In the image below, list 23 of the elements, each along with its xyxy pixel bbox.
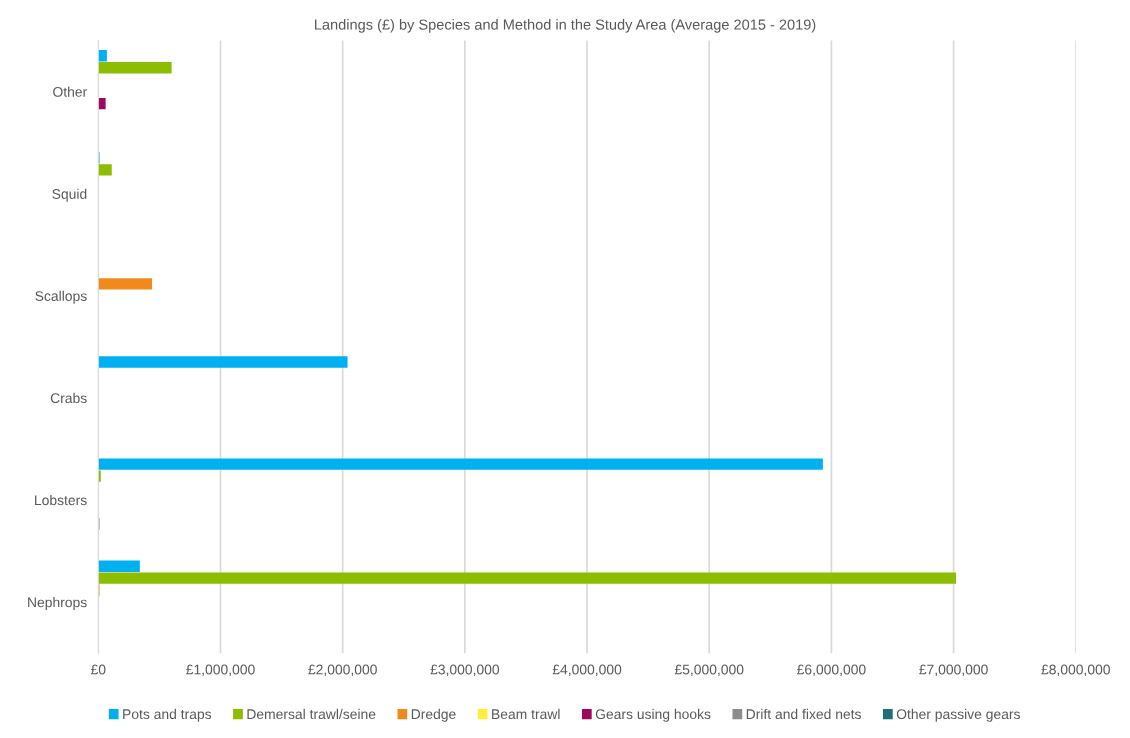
x-tick-label: £4,000,000	[552, 664, 622, 677]
x-tick-label: £1,000,000	[186, 664, 255, 677]
y-tick-label: Crabs	[50, 392, 87, 404]
y-tick-label: Other	[53, 86, 87, 97]
legend-label: Beam trawl	[492, 708, 560, 720]
y-tick-label: Squid	[52, 188, 87, 202]
y-tick-label: Scallops	[35, 290, 87, 304]
x-tick-label: £8,000,000	[1041, 664, 1110, 677]
legend-label: Gears using hooks	[595, 708, 711, 722]
legend-label: Dredge	[411, 708, 456, 722]
legend-label: Demersal trawl/seine	[247, 708, 376, 720]
legend-label: Other passive gears	[896, 708, 1020, 722]
legend-label: Pots and traps	[123, 708, 212, 722]
x-tick-label: £7,000,000	[919, 664, 988, 677]
y-tick-label: Nephrops	[28, 597, 87, 610]
legend-label: Drift and fixed nets	[746, 708, 861, 720]
x-tick-label: £6,000,000	[797, 664, 866, 677]
x-tick-label: £5,000,000	[674, 664, 744, 677]
x-tick-label: £2,000,000	[308, 664, 377, 677]
chart-title: Landings (£) by Species and Method in the Study Area (Average 2015 - 2019)	[315, 19, 816, 33]
x-tick-label: £0	[90, 664, 106, 675]
x-tick-label: £3,000,000	[430, 664, 500, 677]
y-tick-label: Lobsters	[35, 494, 87, 506]
